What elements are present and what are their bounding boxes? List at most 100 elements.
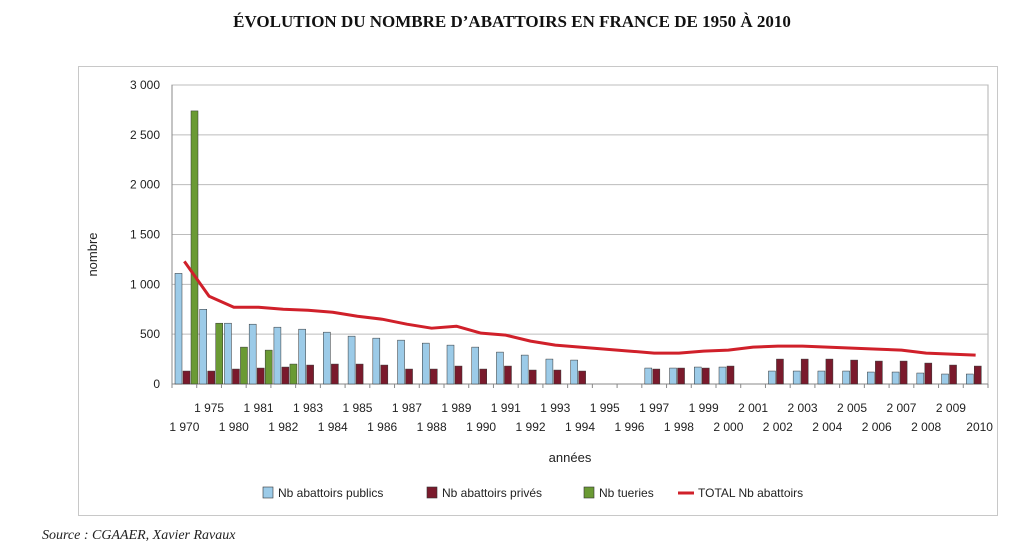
y-tick-label: 500: [140, 327, 160, 341]
bar-nb-abattoirs-priv-s: [776, 358, 784, 385]
line-total-abattoirs: [183, 260, 976, 357]
bar-nb-abattoirs-priv-s: [800, 358, 809, 385]
y-axis-label: nombre: [85, 232, 100, 276]
bar-nb-abattoirs-priv-s: [281, 366, 290, 385]
legend-label: Nb tueries: [599, 486, 654, 500]
x-tick-label: 1 994: [565, 420, 595, 434]
bar-nb-abattoirs-publics: [867, 371, 875, 385]
bar-nb-abattoirs-publics: [372, 337, 381, 385]
bar-nb-abattoirs-publics: [966, 373, 974, 385]
x-tick-label: 1 992: [516, 420, 546, 434]
bar-nb-abattoirs-priv-s: [652, 368, 661, 385]
legend-label: TOTAL Nb abattoirs: [698, 486, 803, 500]
bar-nb-abattoirs-publics: [224, 322, 232, 385]
bar-nb-abattoirs-priv-s: [553, 369, 562, 385]
bar-nb-abattoirs-publics: [644, 367, 653, 385]
y-tick-label: 1 500: [130, 228, 160, 242]
bar-nb-abattoirs-priv-s: [331, 363, 339, 385]
x-tick-label: 1 982: [268, 420, 298, 434]
x-tick-label: 2 006: [862, 420, 892, 434]
x-tick-label: 1 997: [639, 401, 669, 415]
x-tick-label: 1 998: [664, 420, 694, 434]
bar-nb-abattoirs-publics: [570, 359, 578, 385]
x-tick-label: 2010: [966, 420, 993, 434]
bar-nb-abattoirs-publics: [694, 366, 702, 385]
bar-nb-abattoirs-publics: [248, 323, 257, 385]
bar-nb-abattoirs-priv-s: [726, 365, 735, 385]
x-tick-label: 1 988: [417, 420, 447, 434]
x-tick-label: 1 983: [293, 401, 323, 415]
bar-nb-abattoirs-priv-s: [479, 368, 487, 385]
bar-nb-abattoirs-publics: [792, 370, 801, 385]
bar-nb-abattoirs-priv-s: [256, 367, 265, 385]
bar-nb-abattoirs-publics: [298, 328, 306, 385]
x-tick-label: 1 975: [194, 401, 224, 415]
legend-swatch: [262, 486, 274, 499]
bar-nb-abattoirs-publics: [891, 371, 900, 385]
x-tick-label: 1 984: [318, 420, 348, 434]
bar-nb-abattoirs-priv-s: [702, 367, 710, 385]
bar-nb-abattoirs-publics: [347, 335, 356, 385]
bar-nb-abattoirs-priv-s: [232, 368, 240, 385]
bar-nb-abattoirs-publics: [397, 339, 405, 385]
bar-nb-abattoirs-publics: [941, 373, 949, 385]
bar-nb-abattoirs-priv-s: [454, 365, 463, 385]
x-tick-label: 1 985: [342, 401, 372, 415]
x-tick-label: 1 970: [169, 420, 199, 434]
x-tick-label: 1 989: [441, 401, 471, 415]
bar-nb-tueries: [190, 110, 199, 385]
bar-nb-abattoirs-priv-s: [875, 360, 883, 385]
bar-nb-abattoirs-priv-s: [306, 364, 314, 385]
bar-nb-abattoirs-priv-s: [825, 358, 834, 385]
bar-nb-tueries: [289, 363, 298, 385]
bar-nb-abattoirs-priv-s: [207, 370, 215, 385]
x-tick-label: 1 990: [466, 420, 496, 434]
x-tick-label: 2 000: [713, 420, 743, 434]
x-tick-label: 1 986: [367, 420, 397, 434]
x-tick-label: 2 007: [886, 401, 916, 415]
bar-nb-abattoirs-priv-s: [677, 367, 685, 385]
bar-nb-abattoirs-publics: [496, 351, 504, 385]
bar-nb-abattoirs-publics: [471, 346, 479, 385]
x-tick-label: 2 009: [936, 401, 966, 415]
x-axis-label: années: [549, 450, 592, 465]
x-tick-label: 1 981: [244, 401, 274, 415]
bar-nb-tueries: [215, 322, 223, 385]
bar-nb-abattoirs-priv-s: [405, 368, 413, 385]
bar-nb-abattoirs-publics: [817, 370, 826, 385]
bar-nb-abattoirs-priv-s: [528, 369, 537, 385]
legend-swatch: [426, 486, 438, 499]
y-tick-label: 1 000: [130, 277, 160, 291]
x-tick-label: 1 980: [219, 420, 249, 434]
x-tick-label: 2 005: [837, 401, 867, 415]
bar-nb-abattoirs-publics: [323, 331, 331, 385]
legend-label: Nb abattoirs publics: [278, 486, 383, 500]
bar-nb-abattoirs-publics: [669, 367, 677, 385]
bar-nb-abattoirs-publics: [768, 370, 776, 385]
legend-label: Nb abattoirs privés: [442, 486, 542, 500]
bar-nb-abattoirs-priv-s: [949, 364, 957, 385]
bar-nb-abattoirs-priv-s: [850, 359, 858, 385]
x-tick-label: 1 993: [540, 401, 570, 415]
bar-nb-abattoirs-publics: [718, 366, 727, 385]
legend-swatch: [583, 486, 595, 499]
bar-nb-abattoirs-publics: [199, 309, 207, 385]
x-tick-label: 2 003: [788, 401, 818, 415]
bar-nb-abattoirs-publics: [273, 326, 282, 385]
x-tick-label: 2 008: [911, 420, 941, 434]
y-tick-label: 2 000: [130, 178, 160, 192]
bar-nb-abattoirs-priv-s: [899, 360, 908, 385]
bar-nb-abattoirs-publics: [422, 342, 430, 385]
bar-nb-abattoirs-publics: [446, 344, 455, 385]
y-tick-label: 3 000: [130, 78, 160, 92]
bar-nb-abattoirs-priv-s: [578, 370, 586, 385]
chart-frame: [78, 66, 998, 516]
bar-nb-abattoirs-priv-s: [182, 370, 191, 385]
bar-nb-abattoirs-priv-s: [430, 368, 438, 385]
bar-nb-abattoirs-publics: [545, 358, 554, 385]
bar-nb-abattoirs-priv-s: [924, 362, 933, 385]
x-tick-label: 2 002: [763, 420, 793, 434]
y-tick-label: 2 500: [130, 128, 160, 142]
bar-nb-abattoirs-priv-s: [504, 365, 512, 385]
